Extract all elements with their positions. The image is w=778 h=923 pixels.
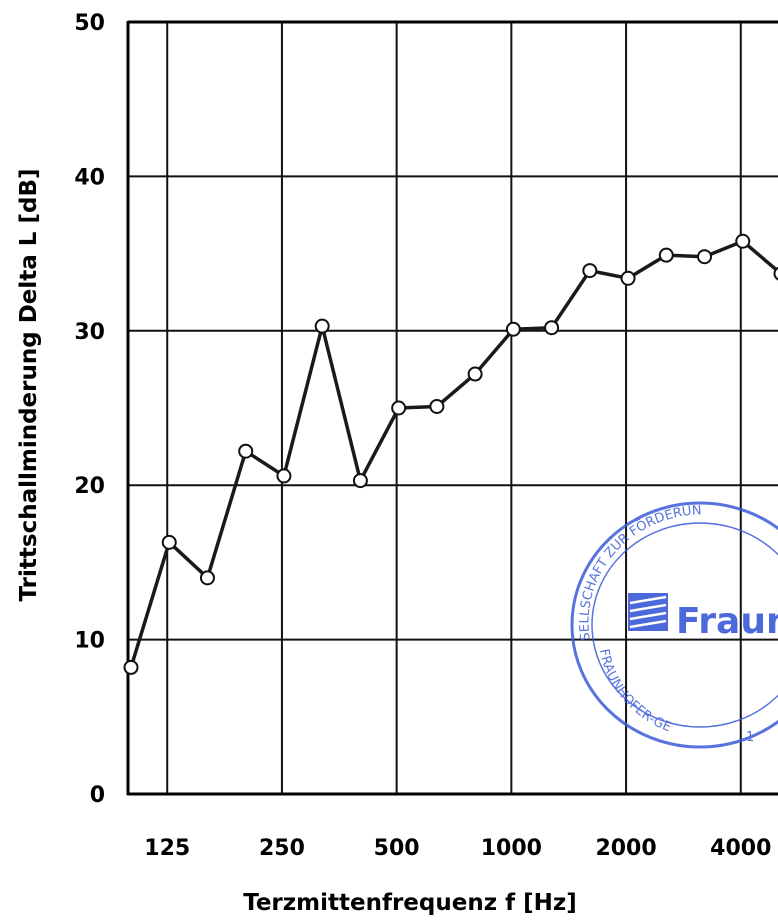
grid: [128, 21, 778, 794]
y-axis-title: Trittschallminderung Delta L [dB]: [16, 169, 42, 602]
y-tick-label-30: 30: [74, 320, 105, 345]
stamp-logo-text: Fraun: [676, 601, 778, 642]
series: [123, 233, 778, 675]
x-tick-label-2000: 2000: [595, 836, 656, 861]
data-point-4000: [735, 233, 751, 249]
data-point-5000: [773, 266, 778, 281]
axes: [126, 20, 778, 796]
data-point-315: [314, 318, 330, 334]
data-point-1600: [582, 263, 598, 279]
y-tick-label-40: 40: [74, 165, 105, 190]
institute-stamp: SELLSCHAFT ZUR FÖRDERUN FRAUNHOFER-GE Fr…: [570, 501, 778, 749]
x-tick-label-500: 500: [374, 836, 420, 861]
x-tick-label-125: 125: [144, 836, 190, 861]
data-point-160: [199, 570, 215, 586]
data-point-2500: [658, 247, 674, 263]
data-point-1000: [505, 321, 521, 337]
data-point-100: [123, 659, 139, 675]
labels: 0 10 20 30 40 50 125 250 500 1000 2000 4000 Terzmitt…: [16, 11, 771, 916]
x-tick-label-250: 250: [259, 836, 305, 861]
data-point-800: [467, 366, 483, 382]
stamp-arc-bottom-text: FRAUNHOFER-GE: [596, 648, 673, 736]
stamp-logo-icon: [628, 593, 668, 631]
y-tick-label-10: 10: [74, 629, 105, 654]
data-point-1250: [544, 320, 560, 336]
x-axis-title: Terzmittenfrequenz f [Hz]: [243, 890, 577, 916]
stamp-outer-ring: [570, 501, 778, 749]
y-tick-label-50: 50: [74, 11, 105, 36]
data-point-500: [391, 400, 407, 416]
data-point-630: [429, 398, 445, 414]
data-point-250: [276, 468, 292, 484]
y-tick-label-20: 20: [74, 474, 105, 499]
x-tick-label-1000: 1000: [481, 836, 542, 861]
data-point-3150: [697, 249, 713, 265]
stamp-number: 1: [746, 730, 754, 745]
data-point-200: [238, 443, 254, 459]
data-point-125: [161, 534, 177, 550]
stamp-inner-ring: [591, 522, 778, 728]
data-point-2000: [620, 270, 636, 286]
y-tick-label-0: 0: [90, 783, 105, 808]
x-tick-label-4000: 4000: [710, 836, 771, 861]
data-point-400: [352, 473, 368, 489]
